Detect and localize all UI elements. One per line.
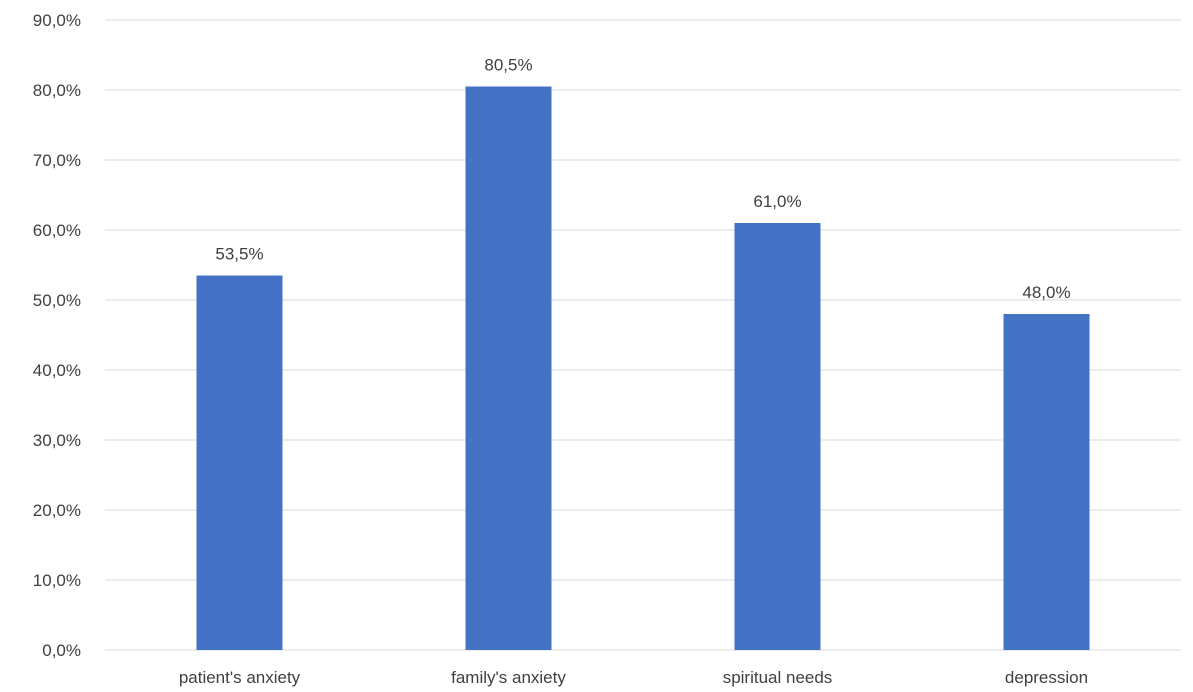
bar (1003, 314, 1090, 650)
y-tick-label: 0,0% (42, 641, 81, 660)
x-tick-label: spiritual needs (723, 668, 833, 687)
x-tick-label: depression (1005, 668, 1088, 687)
y-tick-label: 80,0% (33, 81, 81, 100)
y-tick-label: 30,0% (33, 431, 81, 450)
data-label: 61,0% (753, 192, 801, 211)
gridlines (105, 19, 1181, 651)
x-axis: patient's anxiety family's anxiety spiritu… (179, 668, 1088, 687)
y-tick-label: 90,0% (33, 11, 81, 30)
y-axis: 0,0% 10,0% 20,0% 30,0% 40,0% 50,0% 60,0% 70,0% 8… (33, 11, 81, 660)
y-tick-label: 60,0% (33, 221, 81, 240)
bars (196, 86, 1090, 650)
bar (734, 223, 821, 650)
y-tick-label: 10,0% (33, 571, 81, 590)
data-label: 80,5% (484, 56, 532, 75)
x-tick-label: family's anxiety (451, 668, 566, 687)
y-tick-label: 70,0% (33, 151, 81, 170)
bar (196, 275, 283, 650)
bar (465, 86, 552, 650)
y-tick-label: 40,0% (33, 361, 81, 380)
y-tick-label: 20,0% (33, 501, 81, 520)
data-label: 48,0% (1022, 283, 1070, 302)
y-tick-label: 50,0% (33, 291, 81, 310)
x-tick-label: patient's anxiety (179, 668, 301, 687)
data-label: 53,5% (215, 245, 263, 264)
data-labels: 53,5% 80,5% 61,0% 48,0% (215, 56, 1070, 303)
